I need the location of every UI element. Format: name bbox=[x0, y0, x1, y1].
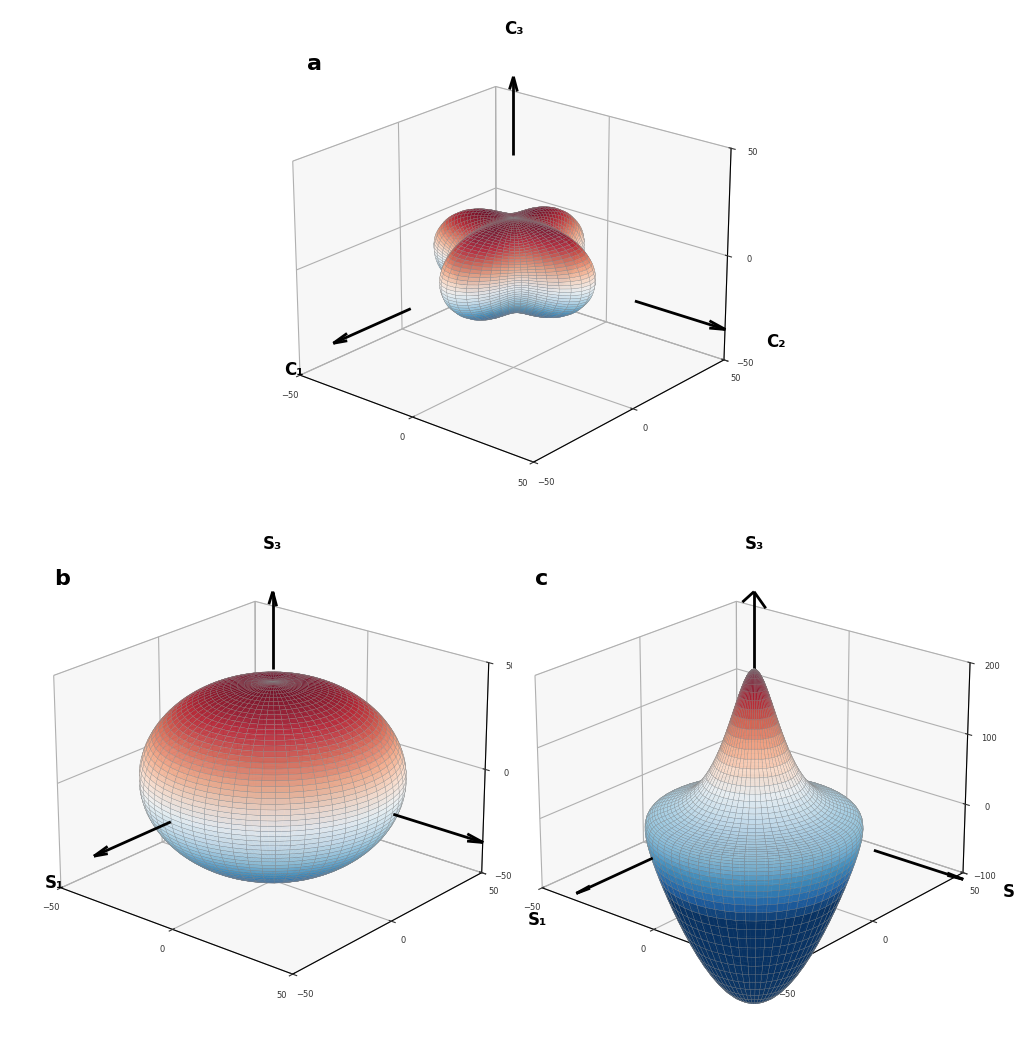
Text: b: b bbox=[54, 568, 70, 588]
Text: a: a bbox=[307, 54, 322, 74]
Text: c: c bbox=[535, 568, 549, 588]
